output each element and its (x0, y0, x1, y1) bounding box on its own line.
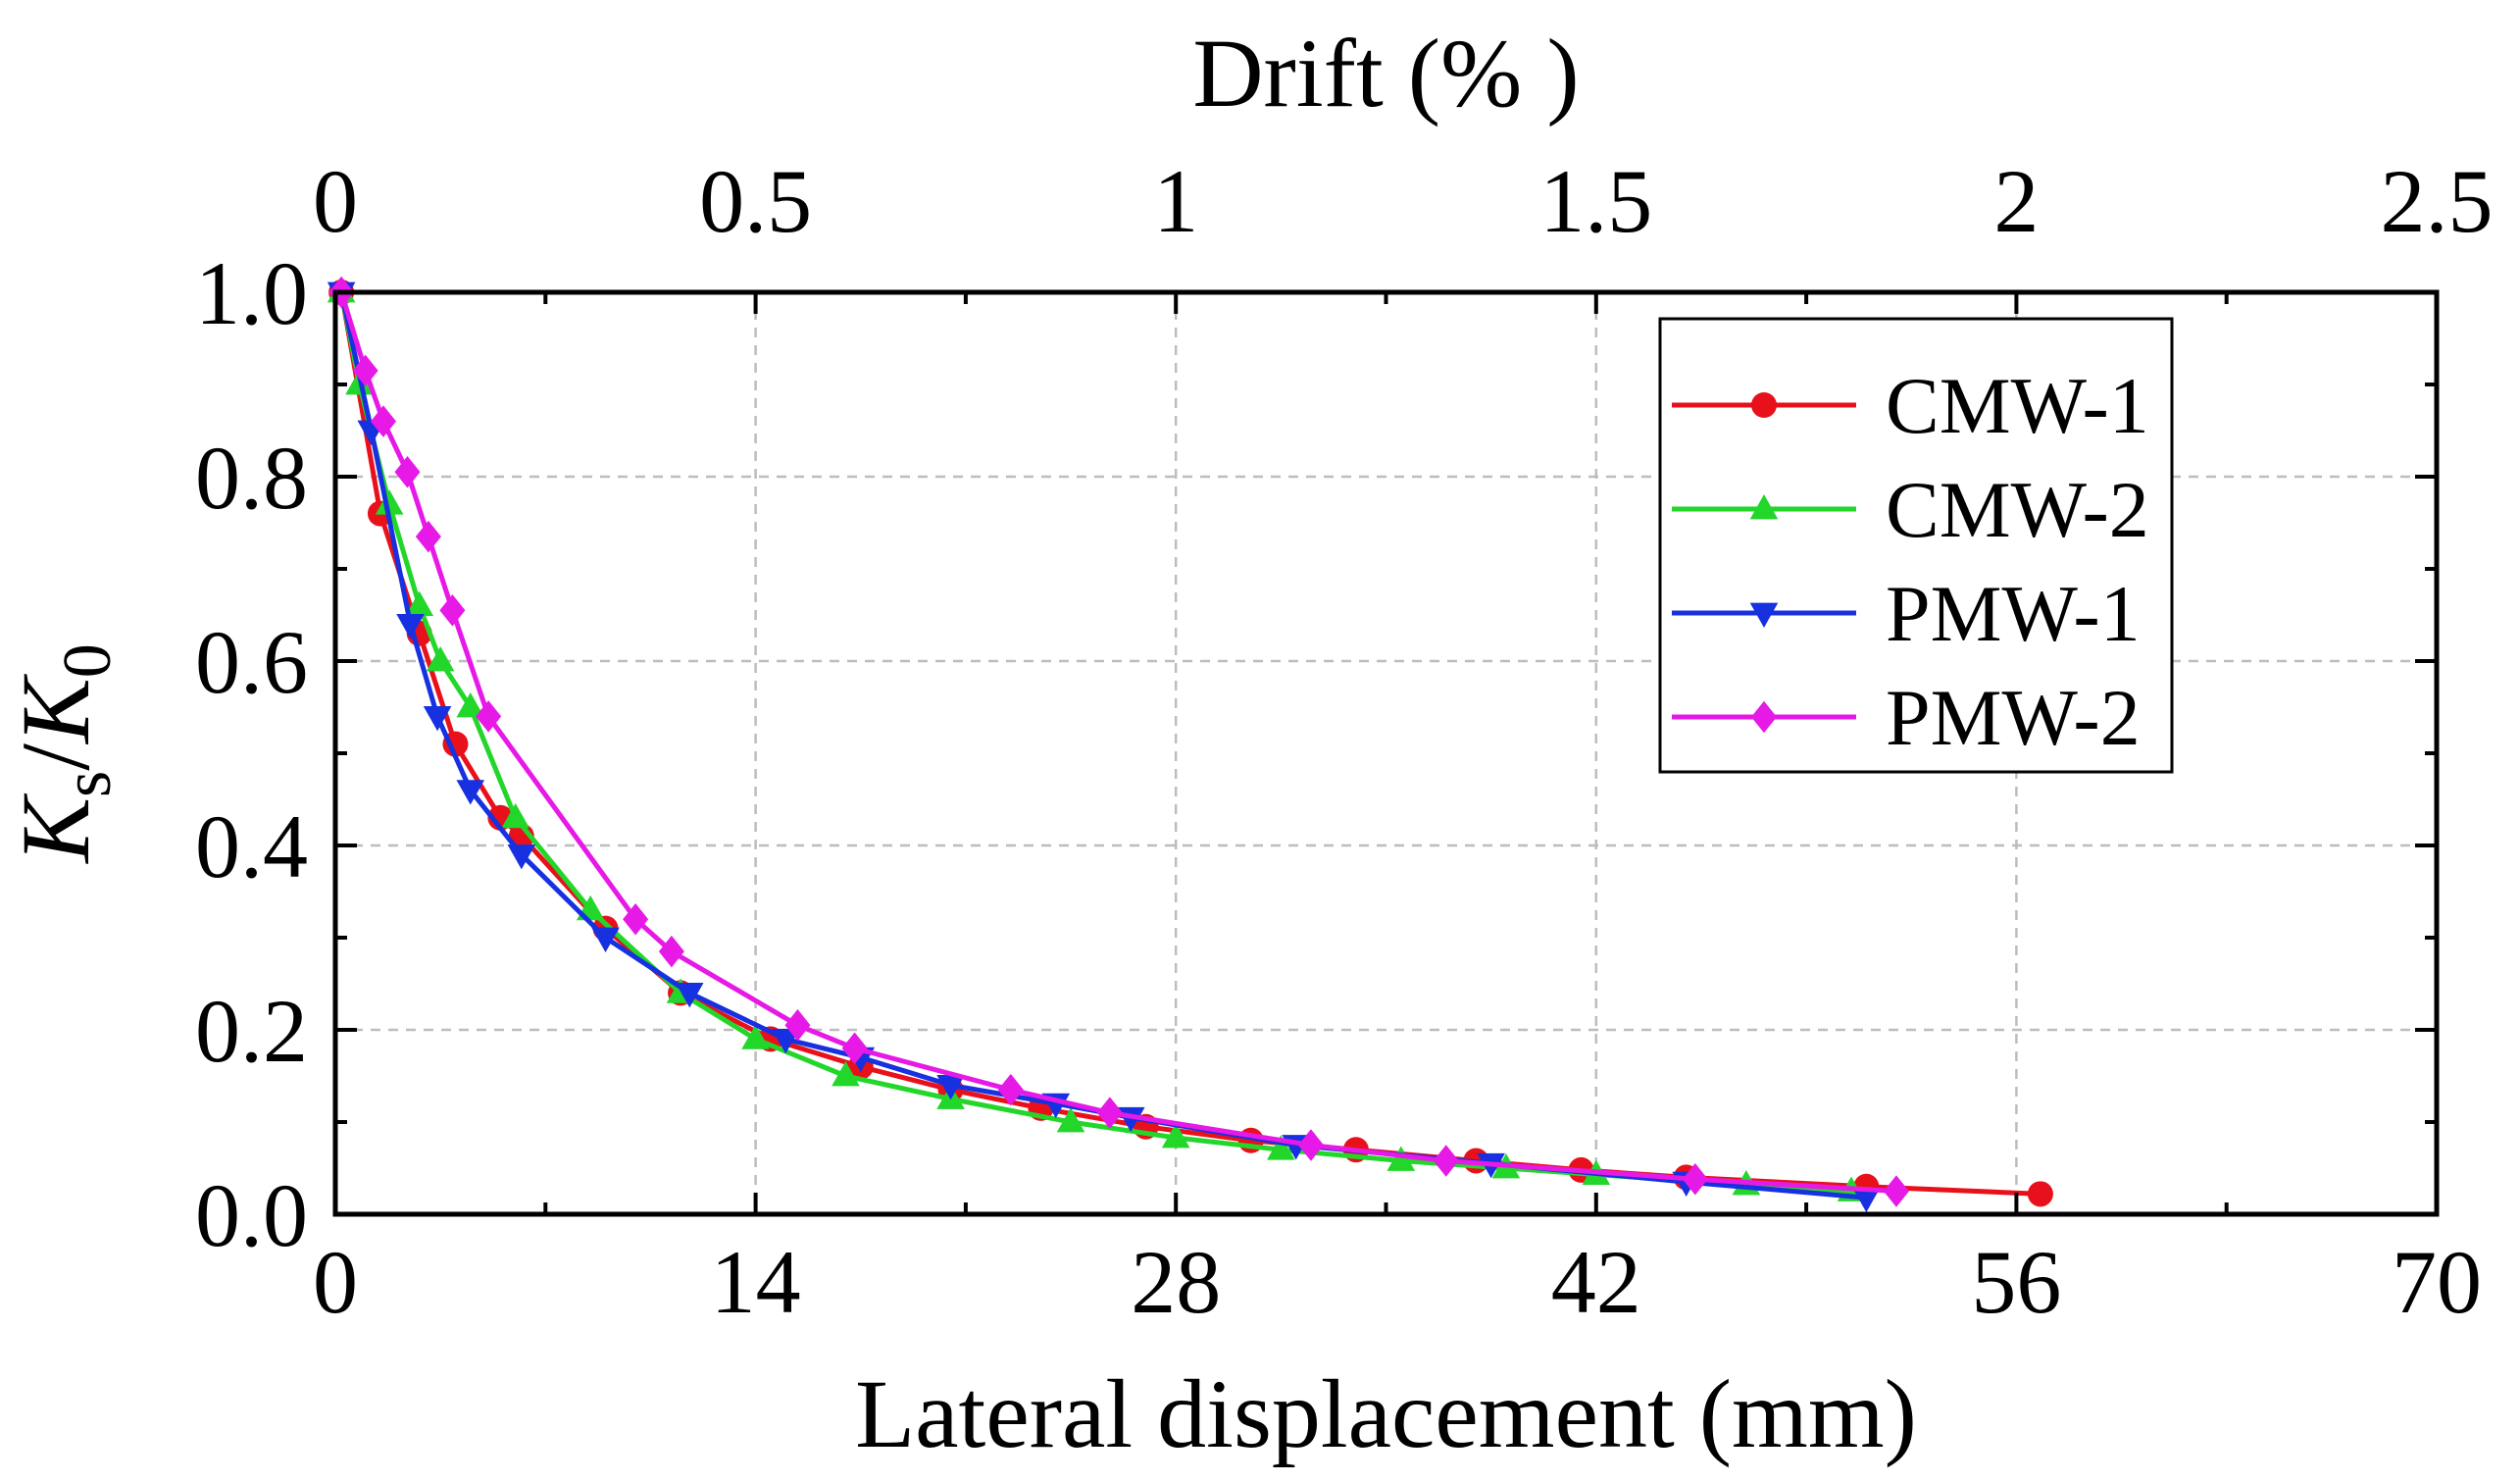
legend-marker-cmw-2 (1749, 494, 1779, 520)
y-tick-label: 0.6 (195, 612, 308, 712)
data-point-pmw-1 (591, 927, 620, 952)
y-tick-label: 0.2 (195, 981, 308, 1081)
data-point-pmw-2 (352, 354, 378, 387)
data-point-pmw-1 (936, 1075, 965, 1100)
y-tick-label: 0.8 (195, 428, 308, 528)
legend-marker-pmw-2 (1751, 700, 1777, 734)
legend-marker-cmw-1 (1751, 392, 1777, 418)
x-tick-label: 0 (313, 1232, 358, 1332)
x2-tick-label: 0 (313, 151, 358, 251)
data-point-cmw-2 (456, 692, 485, 718)
legend-item-pmw-1: PMW-1 (1672, 569, 2141, 658)
data-point-cmw-2 (501, 802, 529, 829)
legend-items: CMW-1 CMW-2 PMW-1 PMW-2 (1672, 361, 2149, 762)
data-point-cmw-2 (1386, 1146, 1416, 1171)
data-point-pmw-2 (1297, 1129, 1324, 1161)
series-cmw-2 (327, 278, 1866, 1201)
data-point-pmw-2 (997, 1073, 1024, 1106)
data-point-cmw-2 (405, 590, 434, 616)
y-axis-title-k0: K (1, 674, 110, 745)
data-point-pmw-1 (456, 780, 485, 805)
data-point-cmw-2 (1267, 1135, 1295, 1160)
series-line-pmw-1 (338, 291, 1867, 1201)
data-point-cmw-2 (426, 646, 455, 672)
legend-box (1658, 317, 2174, 774)
data-point-pmw-1 (771, 1029, 800, 1054)
y-axis-title-slash: / (1, 743, 110, 771)
series-pmw-1 (327, 281, 1881, 1213)
data-point-pmw-2 (658, 935, 684, 968)
data-point-cmw-2 (832, 1061, 860, 1087)
y-tick-label: 0.0 (195, 1165, 308, 1265)
data-point-pmw-2 (784, 1009, 811, 1042)
tick-labels: 0 14 28 42 56 70 0 0.5 1 1.5 2 2.5 0.0 0.2 0.4 0.6 0.8 1.… (195, 151, 2494, 1332)
x2-tick-label: 1 (1153, 151, 1198, 251)
legend-label-pmw-1: PMW-1 (1886, 569, 2141, 658)
y-tick-label: 1.0 (195, 243, 308, 343)
legend-item-pmw-2: PMW-2 (1672, 673, 2141, 762)
legend-label-pmw-2: PMW-2 (1886, 673, 2141, 762)
legend: CMW-1 CMW-2 PMW-1 PMW-2 (1658, 317, 2174, 774)
x2-tick-label: 1.5 (1539, 151, 1652, 251)
y-axis-title-sub-s: s (50, 771, 126, 797)
y-axis-title-k: K (1, 793, 110, 865)
y-axis-title-sub-0: 0 (50, 643, 126, 678)
data-point-pmw-1 (396, 614, 425, 639)
x-axis-title: Lateral displacement (mm) (855, 1359, 1917, 1468)
data-point-pmw-2 (370, 405, 396, 437)
y-tick-label: 0.4 (195, 796, 308, 896)
legend-item-cmw-1: CMW-1 (1672, 361, 2149, 450)
data-point-pmw-1 (1852, 1187, 1881, 1213)
data-point-cmw-2 (741, 1024, 770, 1049)
legend-label-cmw-1: CMW-1 (1886, 361, 2149, 450)
x2-tick-label: 0.5 (699, 151, 812, 251)
axis-ticks (333, 290, 2439, 1216)
series-line-cmw-2 (338, 291, 1852, 1194)
legend-item-cmw-2: CMW-2 (1672, 465, 2149, 554)
data-point-cmw-1 (2027, 1181, 2053, 1207)
data-point-pmw-1 (507, 844, 536, 870)
x-tick-label: 70 (2392, 1232, 2482, 1332)
data-point-pmw-1 (423, 706, 452, 732)
data-point-pmw-2 (841, 1032, 868, 1065)
series-layer (327, 276, 2053, 1213)
data-point-pmw-2 (1682, 1163, 1708, 1196)
data-point-pmw-2 (1883, 1175, 1909, 1207)
data-point-cmw-2 (375, 489, 404, 515)
data-point-pmw-2 (394, 456, 421, 488)
data-point-cmw-2 (1056, 1107, 1085, 1133)
data-point-pmw-2 (1096, 1097, 1123, 1129)
data-point-pmw-2 (1433, 1145, 1459, 1177)
legend-label-cmw-2: CMW-2 (1886, 465, 2149, 554)
x-tick-label: 56 (1971, 1232, 2061, 1332)
data-point-pmw-2 (623, 902, 649, 936)
data-point-pmw-2 (439, 594, 466, 627)
legend-marker-pmw-1 (1749, 602, 1779, 628)
data-point-pmw-1 (675, 983, 704, 1008)
series-pmw-2 (328, 276, 1909, 1207)
data-point-pmw-2 (415, 520, 441, 553)
data-point-pmw-2 (476, 700, 502, 733)
top-axis-title: Drift (% ) (1192, 19, 1579, 128)
y-axis-title: Ks/K0 (1, 643, 126, 864)
x2-tick-label: 2 (1993, 151, 2039, 251)
x2-tick-label: 2.5 (2381, 151, 2494, 251)
x-tick-label: 28 (1131, 1232, 1221, 1332)
x-tick-label: 42 (1551, 1232, 1641, 1332)
data-point-cmw-2 (1161, 1123, 1190, 1149)
x-tick-label: 14 (711, 1232, 801, 1332)
